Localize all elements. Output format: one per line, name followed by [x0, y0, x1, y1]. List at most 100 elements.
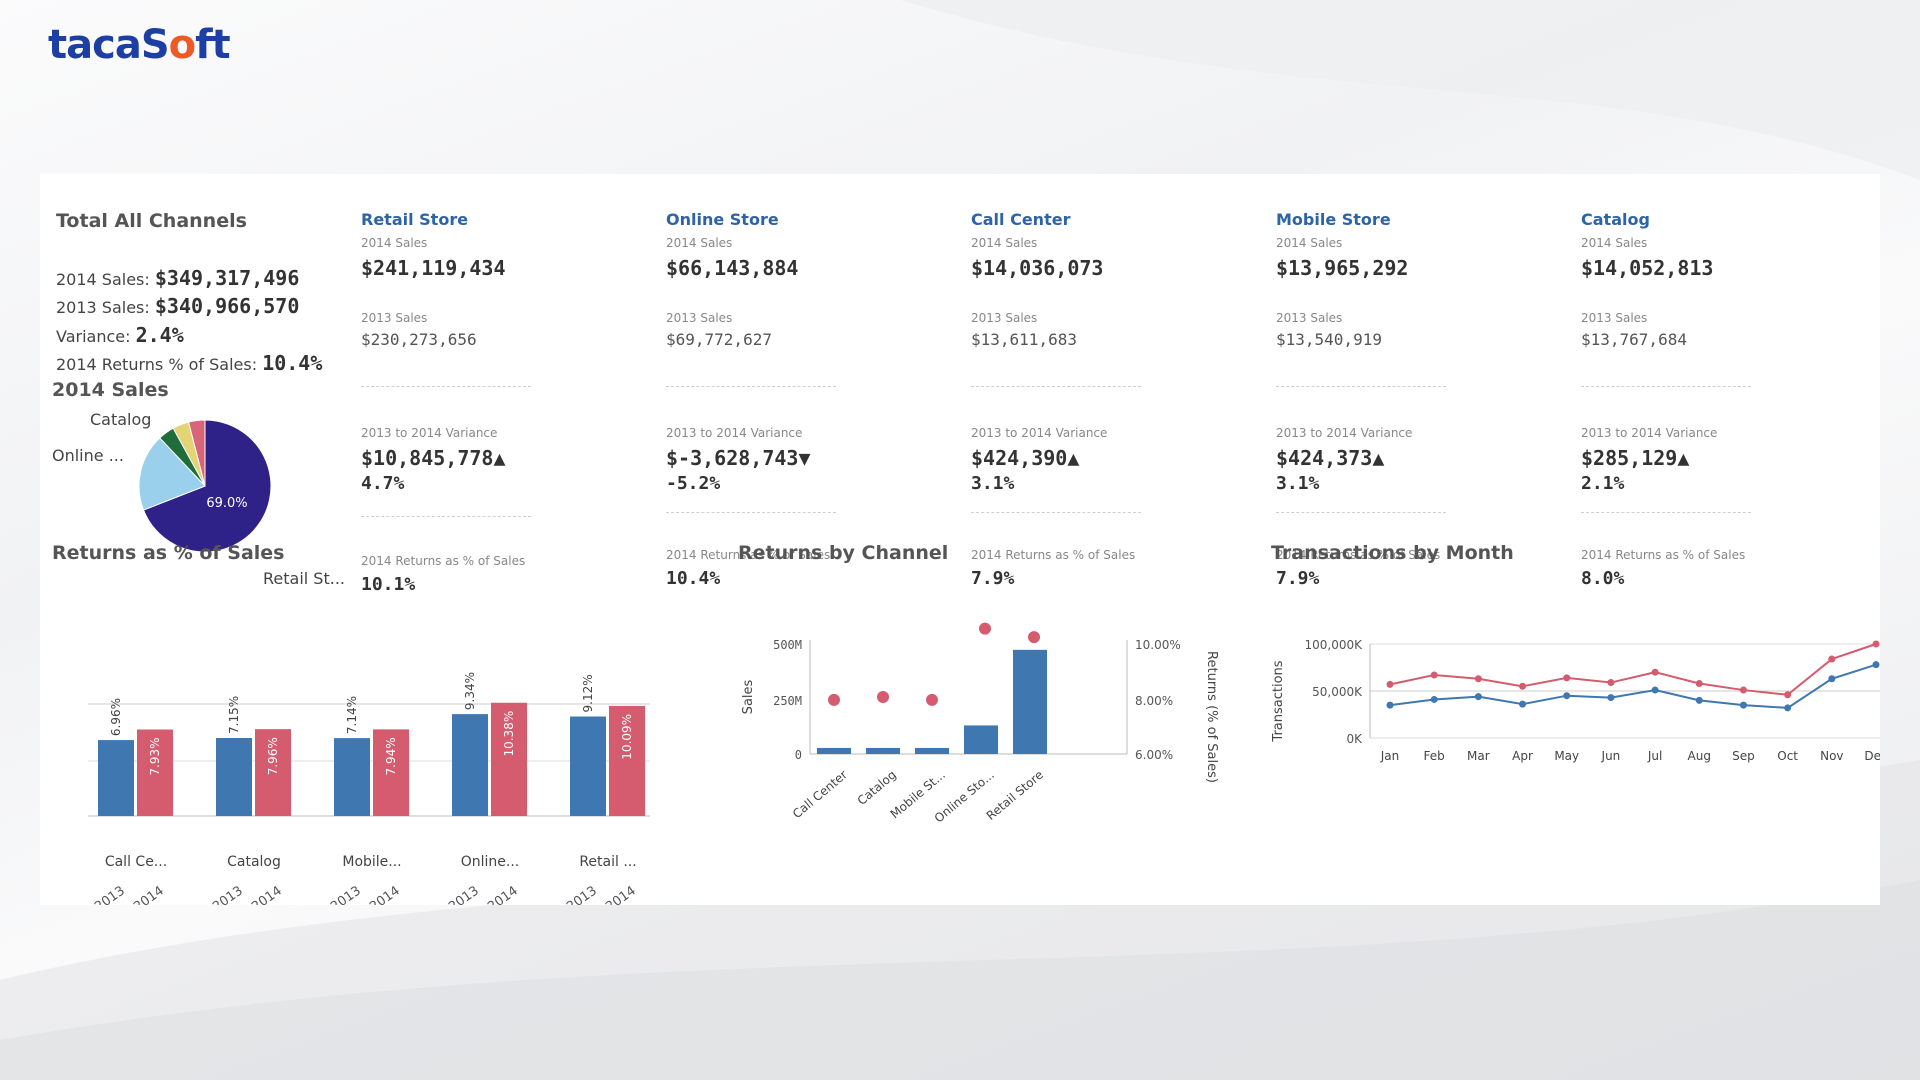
data-point[interactable] [1695, 696, 1703, 704]
divider [1581, 386, 1751, 387]
pie-label-retail: Retail St... [263, 569, 345, 588]
bar[interactable] [137, 729, 173, 816]
pie-label-online: Online ... [52, 446, 124, 465]
data-point[interactable] [1519, 682, 1527, 690]
data-point[interactable] [1651, 668, 1659, 676]
data-point[interactable] [1607, 679, 1615, 687]
bar[interactable] [255, 729, 291, 816]
bar-value-label: 7.94% [384, 737, 398, 775]
bar-value-label: 7.96% [266, 737, 280, 775]
year-tick-label: 2014 [367, 883, 403, 905]
category-label: Call Center [790, 768, 850, 822]
data-point[interactable] [1828, 655, 1836, 663]
y-axis-label: Sales [741, 679, 756, 714]
sales-2014-value: $14,036,073 [971, 256, 1104, 280]
y2-tick-label: 10.00% [1135, 638, 1181, 652]
variance-amount: $285,129 [1581, 446, 1678, 470]
variance-value: $-3,628,743▼ [666, 446, 811, 470]
series-line[interactable] [1389, 643, 1877, 696]
sales-2014-label: 2014 Sales [1276, 236, 1343, 250]
variance-label: 2013 to 2014 Variance [1276, 426, 1413, 440]
bar-value-label: 7.14% [345, 696, 359, 734]
variance-percent: -5.2% [666, 473, 721, 494]
data-point[interactable] [1739, 701, 1747, 709]
category-label: Catalog [855, 768, 899, 808]
bar[interactable] [452, 714, 488, 816]
data-point[interactable] [1784, 704, 1792, 712]
pie-slice[interactable] [187, 419, 206, 487]
dashboard-panel: Total All Channels 2014 Sales: $349,317,… [40, 174, 1880, 905]
year-tick-label: 2014 [485, 883, 521, 905]
variance-amount: $424,390 [971, 446, 1068, 470]
sales-2014-value: $241,119,434 [361, 256, 506, 280]
bar[interactable] [216, 738, 252, 816]
y-tick-label: 0 [795, 748, 802, 762]
year-tick-label: 2013 [210, 883, 246, 905]
data-point[interactable] [1784, 691, 1792, 699]
returns-dot[interactable] [979, 622, 991, 635]
data-point[interactable] [1519, 700, 1527, 708]
returns-dot[interactable] [1028, 631, 1040, 644]
sales-2013-label: 2013 Sales [1276, 311, 1343, 325]
data-point[interactable] [1828, 675, 1836, 683]
data-point[interactable] [1607, 694, 1615, 702]
brand-logo[interactable]: tacaSoft [48, 22, 231, 68]
returns-value: 10.1% [361, 574, 416, 595]
data-point[interactable] [1563, 674, 1571, 682]
data-point[interactable] [1563, 692, 1571, 700]
data-point[interactable] [1739, 686, 1747, 694]
data-point[interactable] [1474, 693, 1482, 701]
data-point[interactable] [1386, 680, 1394, 688]
data-point[interactable] [1651, 686, 1659, 694]
category-label: Online... [461, 854, 520, 870]
data-point[interactable] [1430, 671, 1438, 679]
returns-channel-title: Returns by Channel [738, 542, 949, 564]
series-line[interactable] [1389, 663, 1877, 709]
sales-bar[interactable] [964, 725, 998, 754]
data-point[interactable] [1872, 640, 1880, 648]
returns-dot[interactable] [926, 693, 938, 706]
pie-slice[interactable] [138, 437, 206, 511]
data-point[interactable] [1430, 695, 1438, 703]
variance-percent: 3.1% [971, 473, 1015, 494]
bar[interactable] [491, 702, 527, 816]
y2-tick-label: 8.00% [1135, 694, 1173, 708]
sales-bar[interactable] [915, 747, 949, 754]
bar[interactable] [373, 729, 409, 816]
bar[interactable] [609, 705, 645, 816]
transactions-by-month-chart: 100,000K 50,000K 0K Transactions Jan Feb Mar Ap… [1271, 638, 1880, 763]
data-point[interactable] [1474, 675, 1482, 683]
channel-name: Call Center [971, 210, 1071, 229]
y-tick-label: 100,000K [1305, 638, 1364, 652]
variance-value: $424,390▲ [971, 446, 1079, 470]
returns-dot[interactable] [828, 693, 840, 706]
pie-title: 2014 Sales [52, 379, 169, 401]
year-tick-label: 2014 [603, 883, 639, 905]
bar[interactable] [334, 738, 370, 816]
pie-label-catalog: Catalog [90, 410, 152, 429]
sales-2013-label: 2013 Sales [666, 311, 733, 325]
bar-value-label: 7.15% [227, 696, 241, 734]
month-label: Mar [1467, 749, 1490, 763]
sales-bar[interactable] [1013, 649, 1047, 754]
y2-axis-label: Returns (% of Sales) [1204, 651, 1219, 783]
divider [361, 386, 531, 387]
sales-bar[interactable] [817, 747, 851, 754]
data-point[interactable] [1386, 701, 1394, 709]
returns-pct-title: Returns as % of Sales [52, 542, 285, 564]
bar-value-label: 6.96% [109, 698, 123, 736]
total-row-label: 2014 Sales: [56, 270, 155, 289]
bar-value-label: 10.09% [620, 714, 634, 760]
bar[interactable] [98, 740, 134, 816]
data-point[interactable] [1695, 679, 1703, 687]
sales-2013-value: $13,611,683 [971, 330, 1077, 349]
bar[interactable] [570, 716, 606, 816]
data-point[interactable] [1872, 661, 1880, 669]
y2-tick-label: 6.00% [1135, 748, 1173, 762]
variance-label: 2013 to 2014 Variance [1581, 426, 1718, 440]
returns-value: 8.0% [1581, 568, 1625, 589]
pie-slice[interactable] [142, 419, 272, 553]
sales-bar[interactable] [866, 747, 900, 754]
returns-dot[interactable] [877, 691, 889, 703]
month-label: Jun [1601, 749, 1621, 763]
